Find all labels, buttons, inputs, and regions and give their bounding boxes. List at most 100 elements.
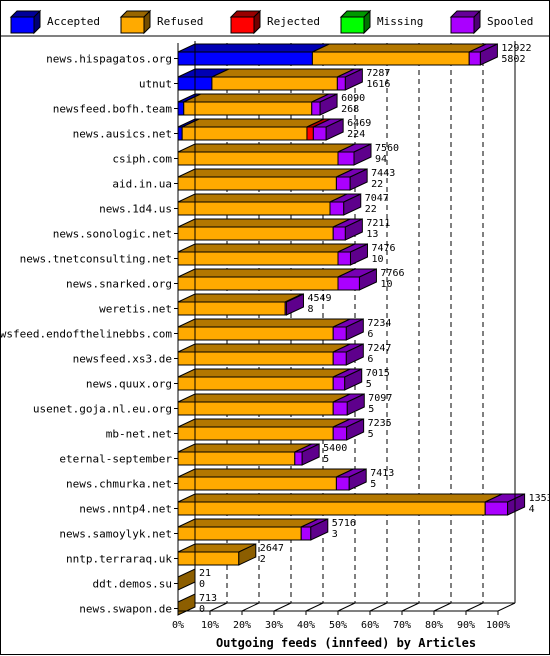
bar-top-refused: [181, 118, 325, 128]
category-label: newsfeed.bofh.team: [53, 103, 173, 116]
bar-segment-refused: [177, 501, 486, 516]
bar-segment-spooled: [332, 376, 346, 391]
bar-end-face: [345, 343, 364, 366]
floor-tick-20: [241, 602, 260, 612]
bar-top-refused: [177, 143, 356, 153]
bar-segment-spooled: [332, 326, 347, 341]
category-label: news.quux.org: [86, 378, 172, 391]
bar-segment-refused: [177, 426, 334, 441]
bar-segment-refused: [177, 551, 240, 566]
value-label-spooled: 4: [529, 504, 535, 515]
legend-label-rejected: Rejected: [267, 15, 320, 28]
bar-segment-spooled: [300, 526, 312, 541]
x-axis-label: Outgoing feeds (innfeed) by Articles: [216, 636, 476, 650]
value-label-spooled: 8: [307, 304, 313, 315]
value-label-total: 7235: [368, 418, 392, 429]
bar-segment-refused: [177, 376, 334, 391]
category-label: mb-net.net: [106, 428, 172, 441]
category-label: eternal-september: [59, 453, 172, 466]
legend-swatch-rejected: [230, 16, 255, 34]
floor-tick-50: [337, 602, 356, 612]
x-tick-label: 70%: [393, 620, 411, 631]
category-label: news.snarked.org: [66, 278, 172, 291]
bar-segment-spooled: [332, 426, 348, 441]
x-tick-label: 10%: [201, 620, 219, 631]
bar-top-refused: [177, 293, 303, 303]
bar-end-face: [348, 468, 367, 491]
value-label-spooled: 5: [368, 404, 374, 415]
bar-end-face: [301, 443, 320, 466]
bar-end-face: [479, 43, 498, 66]
value-label-total: 12922: [501, 43, 531, 54]
bar-segment-refused: [177, 476, 337, 491]
bar-end-face: [349, 243, 368, 266]
value-label-spooled: 268: [341, 104, 359, 115]
bar-end-face: [310, 518, 329, 541]
value-label-spooled: 2: [260, 554, 266, 565]
x-tick-label: 80%: [425, 620, 443, 631]
category-label: news.sonologic.net: [53, 228, 172, 241]
category-label: nntp.terraraq.uk: [66, 553, 172, 566]
value-label-spooled: 0: [199, 604, 205, 615]
bar-end-face: [344, 218, 363, 241]
value-label-total: 6469: [347, 118, 371, 129]
bar-top-refused: [177, 193, 348, 203]
bar-segment-spooled: [332, 226, 346, 241]
legend-label-accepted: Accepted: [47, 15, 100, 28]
value-label-spooled: 10: [380, 279, 392, 290]
bar-segment-spooled: [335, 176, 351, 191]
bar-segment-refused: [177, 226, 334, 241]
bar-segment-spooled: [332, 401, 348, 416]
category-label: news.nntp4.net: [79, 503, 172, 516]
bar-top-refused: [177, 318, 351, 328]
bar-segment-refused: [311, 51, 470, 66]
value-label-total: 7234: [367, 318, 391, 329]
value-label-total: 7015: [366, 368, 390, 379]
bar-top-refused: [177, 168, 354, 178]
legend-swatch-missing: [340, 16, 365, 34]
floor-tick-30: [273, 602, 292, 612]
bar-end-face: [325, 118, 344, 141]
x-tick-label: 30%: [265, 620, 283, 631]
value-label-spooled: 13: [366, 229, 378, 240]
bar-top-refused: [177, 243, 356, 253]
value-label-total: 7476: [371, 243, 395, 254]
bar-segment-spooled: [468, 51, 481, 66]
floor-tick-70: [401, 602, 420, 612]
bar-end-face: [353, 143, 372, 166]
value-label-spooled: 94: [375, 154, 387, 165]
x-tick-label: 100%: [486, 620, 510, 631]
bar-segment-refused: [181, 126, 308, 141]
bar-segment-spooled: [329, 201, 345, 216]
bar-segment-spooled: [337, 151, 355, 166]
bar-segment-spooled: [294, 451, 303, 466]
bar-end-face: [343, 193, 362, 216]
value-label-total: 7413: [370, 468, 394, 479]
bar-segment-refused: [183, 101, 313, 116]
bar-end-face: [319, 93, 338, 116]
bar-top-refused: [211, 68, 355, 78]
category-label: news.tnetconsulting.net: [20, 253, 172, 266]
category-label: news.hispagatos.org: [46, 53, 172, 66]
x-tick-label: 40%: [297, 620, 315, 631]
category-label: newsfeed.endofthelinebbs.com: [1, 328, 172, 341]
bar-top-refused: [177, 218, 351, 228]
bar-segment-spooled: [336, 76, 346, 91]
bar-top-refused: [183, 93, 329, 103]
value-label-total: 21: [199, 568, 211, 579]
bar-top-refused: [177, 518, 319, 528]
bar-end-face: [346, 393, 365, 416]
bar-end-face: [345, 318, 364, 341]
bar-top-refused: [177, 393, 351, 403]
bar-end-face: [346, 418, 365, 441]
bar-end-face: [177, 593, 196, 616]
value-label-spooled: 6: [367, 329, 373, 340]
value-label-total: 4549: [307, 293, 331, 304]
category-label: news.chmurka.net: [66, 478, 172, 491]
bar-segment-refused: [177, 301, 286, 316]
value-label-spooled: 5: [368, 429, 374, 440]
value-label-spooled: 5: [370, 479, 376, 490]
category-label: news.1d4.us: [99, 203, 172, 216]
